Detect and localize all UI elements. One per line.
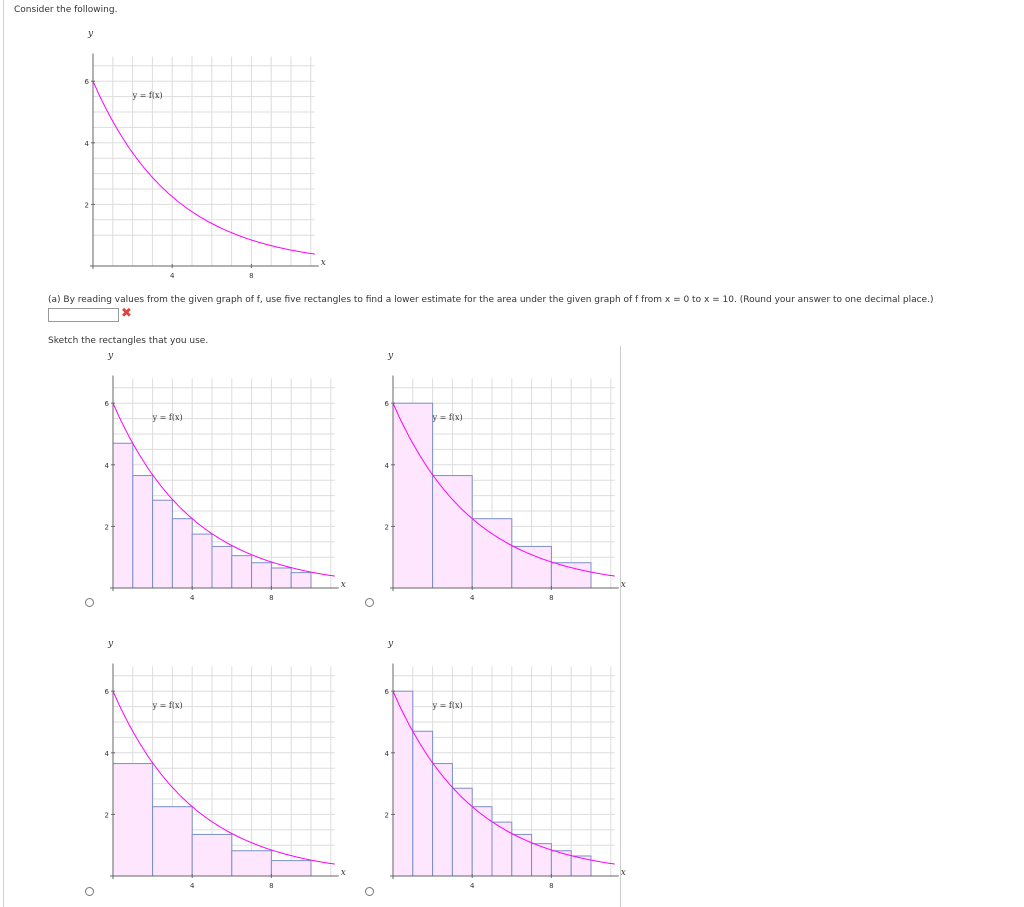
x-tick-label: 4	[190, 882, 195, 890]
x-axis-label: x	[321, 258, 326, 268]
y-tick-label: 6	[85, 78, 90, 86]
estimate-rectangle	[251, 562, 272, 589]
estimate-rectangle	[432, 763, 453, 877]
y-tick-label: 6	[105, 688, 110, 696]
estimate-rectangle	[270, 567, 292, 589]
x-tick-label: 8	[549, 594, 553, 602]
option-a-radio[interactable]	[85, 598, 94, 607]
options-right-border	[620, 346, 621, 907]
estimate-rectangle	[231, 555, 253, 589]
y-axis-label: y	[107, 639, 114, 649]
estimate-rectangle	[432, 475, 473, 589]
curve-label: y = f(x)	[152, 413, 183, 422]
y-tick-label: 2	[105, 811, 109, 819]
estimate-rectangle	[231, 850, 272, 877]
y-tick-label: 4	[105, 750, 110, 758]
curve-f	[92, 80, 315, 255]
y-tick-label: 2	[385, 523, 389, 531]
y-tick-label: 4	[385, 462, 390, 470]
x-axis-label: x	[341, 580, 346, 590]
estimate-rectangle	[570, 855, 592, 877]
incorrect-icon: ✖	[121, 306, 132, 321]
curve-f	[392, 690, 615, 865]
estimate-rectangle	[152, 499, 173, 589]
y-tick-label: 6	[385, 688, 390, 696]
y-tick-label: 2	[85, 201, 89, 209]
estimate-rectangle	[191, 833, 233, 877]
y-tick-label: 4	[85, 140, 90, 148]
estimate-rectangle	[191, 533, 213, 589]
question-a-text: (a) By reading values from the given gra…	[48, 295, 934, 305]
x-tick-label: 4	[470, 882, 475, 890]
curve-label: y = f(x)	[432, 701, 463, 710]
estimate-rectangle	[392, 402, 434, 589]
curve-label: y = f(x)	[132, 91, 163, 100]
curve-f	[112, 402, 335, 577]
curve-f	[112, 690, 335, 865]
option-d-radio[interactable]	[365, 887, 374, 896]
estimate-rectangle	[112, 763, 154, 877]
estimate-rectangle	[270, 860, 312, 877]
estimate-rectangle	[511, 833, 533, 877]
estimate-rectangle	[511, 545, 552, 589]
x-tick-label: 4	[470, 594, 475, 602]
x-tick-label: 8	[269, 594, 273, 602]
grid	[93, 56, 315, 266]
y-axis-label: y	[387, 351, 394, 361]
x-tick-label: 4	[170, 272, 175, 280]
x-axis-label: x	[621, 868, 626, 878]
y-axis-label: y	[387, 639, 394, 649]
estimate-rectangle	[171, 518, 193, 589]
x-axis-label: x	[341, 868, 346, 878]
grid	[113, 378, 335, 588]
x-tick-label: 4	[190, 594, 195, 602]
estimate-rectangle	[451, 787, 473, 877]
estimate-rectangle	[471, 518, 513, 589]
curve-f	[392, 402, 615, 577]
y-tick-label: 4	[385, 750, 390, 758]
estimate-rectangle	[491, 821, 513, 877]
curve-label: y = f(x)	[152, 701, 183, 710]
page-left-border	[3, 0, 4, 907]
x-tick-label: 8	[269, 882, 273, 890]
y-axis-label: y	[87, 29, 94, 39]
option-c-graph: 4 8 6 4 2 x y y = f(x)	[105, 639, 346, 890]
estimate-rectangle	[211, 545, 233, 589]
option-b-radio[interactable]	[365, 598, 374, 607]
answer-input[interactable]	[48, 308, 119, 322]
estimate-rectangle	[152, 806, 193, 877]
estimate-rectangle	[412, 730, 434, 877]
y-tick-label: 4	[105, 462, 110, 470]
estimate-rectangle	[550, 562, 592, 589]
estimate-rectangle	[290, 572, 312, 589]
curve-label: y = f(x)	[432, 413, 463, 422]
x-tick-label: 8	[249, 272, 253, 280]
x-tick-label: 8	[549, 882, 553, 890]
y-tick-label: 2	[385, 811, 389, 819]
main-graph: 4 8 6 4 2 x y y = f(x)	[85, 29, 326, 280]
estimate-rectangle	[471, 806, 493, 877]
y-tick-label: 2	[105, 523, 109, 531]
intro-text: Consider the following.	[14, 5, 118, 15]
estimate-rectangle	[392, 690, 414, 877]
y-tick-label: 6	[105, 400, 110, 408]
sketch-prompt: Sketch the rectangles that you use.	[48, 336, 209, 346]
estimate-rectangle	[112, 442, 134, 589]
option-c-radio[interactable]	[85, 887, 94, 896]
y-axis-label: y	[107, 351, 114, 361]
option-a-graph: 4 8 6 4 2 x y y = f(x)	[105, 351, 346, 602]
estimate-rectangle	[132, 475, 154, 589]
x-axis-label: x	[621, 580, 626, 590]
option-b-graph: 4 8 6 4 2 x y y = f(x)	[385, 351, 626, 602]
y-tick-label: 6	[385, 400, 390, 408]
option-d-graph: 4 8 6 4 2 x y y = f(x)	[385, 639, 626, 890]
